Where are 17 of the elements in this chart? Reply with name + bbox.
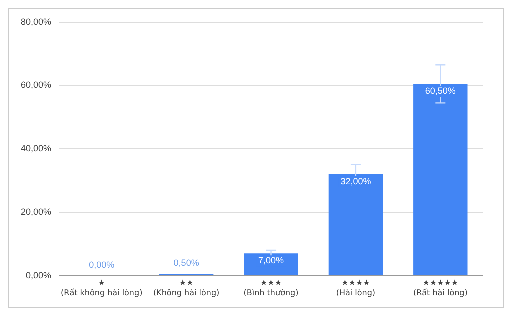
y-tick-label: 20,00% [20,206,52,217]
y-tick-label: 80,00% [20,16,52,27]
data-label: 0,00% [89,260,115,270]
x-tick-label: ★★★★ (Hài lòng) [336,278,376,298]
x-tick-label: ★★★★★ (Rất hài lòng) [413,278,468,298]
data-label: 60,50% [425,86,456,96]
data-label: 32,00% [340,176,372,186]
y-tick-label: 0,00% [26,270,52,280]
x-tick-label: ★★ (Không hài lòng) [153,278,220,298]
bar [414,84,468,276]
y-tick-label: 60,00% [20,80,52,90]
x-tick-label: ★★★ (Bình thường) [244,278,299,298]
data-label: 0,50% [174,258,200,268]
x-tick-label: ★ (Rất không hài lòng) [61,278,143,298]
bar [328,174,384,276]
y-tick-label: 40,00% [20,144,52,154]
data-label: 7,00% [258,256,284,266]
